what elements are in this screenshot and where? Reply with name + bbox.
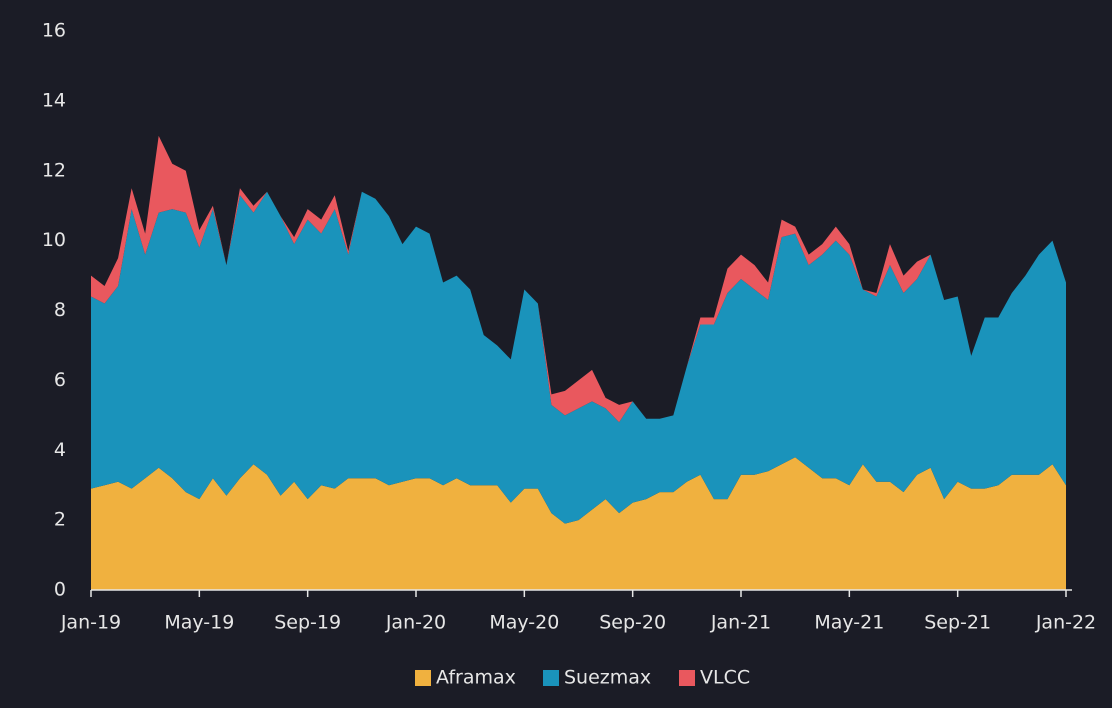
- legend-swatch: [543, 670, 559, 686]
- area: [91, 191, 1066, 524]
- x-tick-label: May-19: [164, 612, 234, 634]
- x-tick-label: Jan-20: [385, 612, 446, 634]
- y-tick-label: 2: [54, 509, 66, 531]
- y-tick-label: 10: [42, 229, 66, 251]
- area: [91, 457, 1066, 590]
- legend-swatch: [415, 670, 431, 686]
- legend-swatch: [679, 670, 695, 686]
- x-tick-label: Sep-19: [274, 612, 341, 634]
- area: [91, 135, 1066, 423]
- x-tick-label: Sep-20: [599, 612, 666, 634]
- y-tick-label: 4: [54, 439, 66, 461]
- y-tick-label: 12: [42, 159, 66, 181]
- x-tick-label: Jan-19: [60, 612, 121, 634]
- x-tick-label: May-21: [814, 612, 884, 634]
- y-tick-label: 8: [54, 299, 66, 321]
- y-tick-label: 16: [42, 20, 66, 42]
- x-tick-label: Jan-21: [710, 612, 771, 634]
- y-tick-label: 0: [54, 579, 66, 601]
- x-tick-label: Sep-21: [924, 612, 991, 634]
- x-tick-label: Jan-22: [1035, 612, 1096, 634]
- legend-label: Suezmax: [564, 667, 651, 689]
- y-tick-label: 6: [54, 369, 66, 391]
- y-tick-label: 14: [42, 89, 66, 111]
- legend-label: VLCC: [700, 667, 750, 689]
- x-tick-label: May-20: [489, 612, 559, 634]
- legend-label: Aframax: [436, 667, 516, 689]
